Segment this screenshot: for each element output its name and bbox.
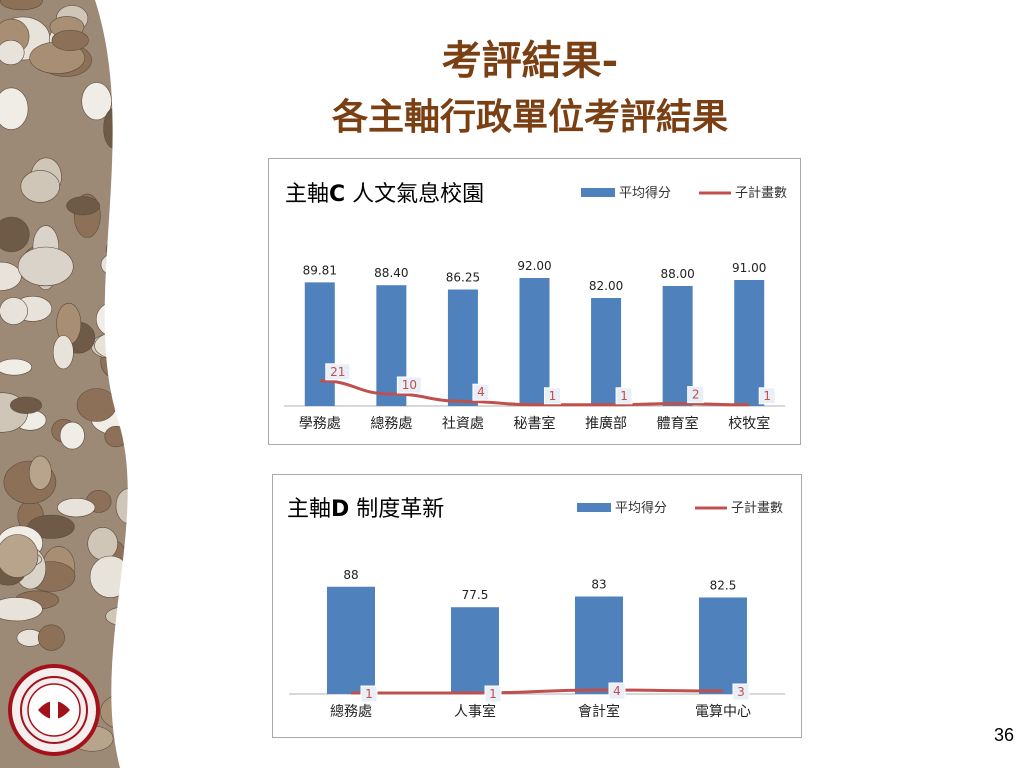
page-title: 考評結果- [441,37,619,84]
series-line [319,379,750,407]
bar [575,596,623,694]
pebble-background [0,0,140,768]
bar-value-label: 82.00 [589,279,623,293]
pebble [59,421,85,450]
line-value-label: 4 [477,385,485,399]
pebble [87,527,118,561]
category-label: 人事室 [454,703,496,720]
pebble [0,216,30,253]
chart-c-svg: 主軸C 人文氣息校園 平均得分 子計畫數 89.81 學務處 88.40 總務處 86.25 社… [284,182,787,432]
line-value-label-bg [758,387,776,405]
line-value-label: 21 [330,365,345,379]
category-label: 電算中心 [695,704,751,720]
pebble [10,396,42,414]
bar [327,586,375,694]
line-value-label: 1 [763,389,771,403]
line-value-label-bg [544,387,561,405]
chart-d-svg: 主軸D 制度革新 平均得分 子計畫數 88 總務處 77.5 人事室 83 會計室 82.5 電算中… [287,497,785,720]
bar-value-label: 89.81 [303,263,337,277]
pebble [76,388,117,422]
pebble [0,0,43,11]
pebble [0,597,43,622]
line-value-label: 2 [692,388,700,402]
bar-value-label: 91.00 [732,261,766,275]
series-line [351,688,724,695]
line-value-label: 1 [549,389,557,403]
pebble [0,87,29,130]
seal-icon [8,664,100,756]
pebble [28,455,52,490]
bar-value-label: 86.25 [446,271,480,285]
bar-value-label: 77.5 [462,588,489,602]
bar-value-label: 88 [343,568,358,582]
category-label: 會計室 [578,703,620,720]
pebble [0,358,32,376]
category-label: 社資處 [442,416,484,432]
line-value-label: 4 [613,684,621,698]
pebble [0,534,39,578]
chart-c-panel: 主軸C 人文氣息校園 平均得分 子計畫數 89.81 學務處 88.40 總務處 86.25 社… [268,158,801,445]
chart-title: 主軸C 人文氣息校園 [285,182,484,207]
pebble [57,498,96,518]
pebble [37,624,65,651]
bar-value-label: 88.00 [660,267,694,281]
bar [734,280,765,406]
line-value-label-bg [472,383,490,401]
pebble [52,335,74,370]
line-value-label: 3 [737,685,745,699]
category-label: 體育室 [657,415,699,432]
pebble-image [0,0,140,768]
pebble [66,196,100,216]
legend-bar-swatch [581,188,615,197]
line-value-label: 1 [620,389,628,403]
line-value-label: 1 [365,687,373,701]
bar [662,286,693,406]
bar-value-label: 92.00 [517,259,551,273]
page-subtitle: 各主軸行政單位考評結果 [331,96,728,138]
category-label: 總務處 [330,703,372,720]
pebble [0,39,25,66]
chart-title: 主軸D 制度革新 [287,497,444,522]
category-label: 秘書室 [514,415,556,432]
category-label: 總務處 [370,415,412,432]
bar-value-label: 88.40 [374,266,408,280]
line-value-label-bg [732,683,750,701]
pebble [17,246,74,287]
line-value-label-bg [484,685,502,703]
line-value-label-bg [360,685,378,703]
pebble [0,261,22,291]
category-label: 校牧室 [728,415,770,432]
category-label: 推廣部 [585,415,627,432]
legend-line-label: 子計畫數 [735,185,787,201]
bar [699,597,747,694]
pebble [20,170,60,203]
line-value-label-bg [608,682,626,700]
line-value-label: 1 [489,687,497,701]
bar [304,282,335,406]
legend-bar-label: 平均得分 [619,185,671,201]
page-number: 36 [993,725,1014,745]
bar [519,278,550,406]
bar-value-label: 83 [591,578,606,592]
line-value-label-bg [615,387,633,405]
pebble [0,297,28,325]
bar-value-label: 82.5 [710,578,737,592]
legend-bar-swatch [577,503,611,512]
university-seal [8,664,100,756]
legend-line-label: 子計畫數 [731,500,783,516]
bar [451,607,499,694]
line-value-label-bg [396,376,422,394]
line-value-label-bg [325,363,351,381]
chart-d-panel: 主軸D 制度革新 平均得分 子計畫數 88 總務處 77.5 人事室 83 會計室 82.5 電算中… [272,474,802,738]
pebble [81,82,112,121]
line-value-label-bg [687,386,705,404]
pebble [51,29,89,51]
line-value-label: 10 [402,378,417,392]
legend-bar-label: 平均得分 [615,500,667,516]
category-label: 學務處 [299,416,341,432]
